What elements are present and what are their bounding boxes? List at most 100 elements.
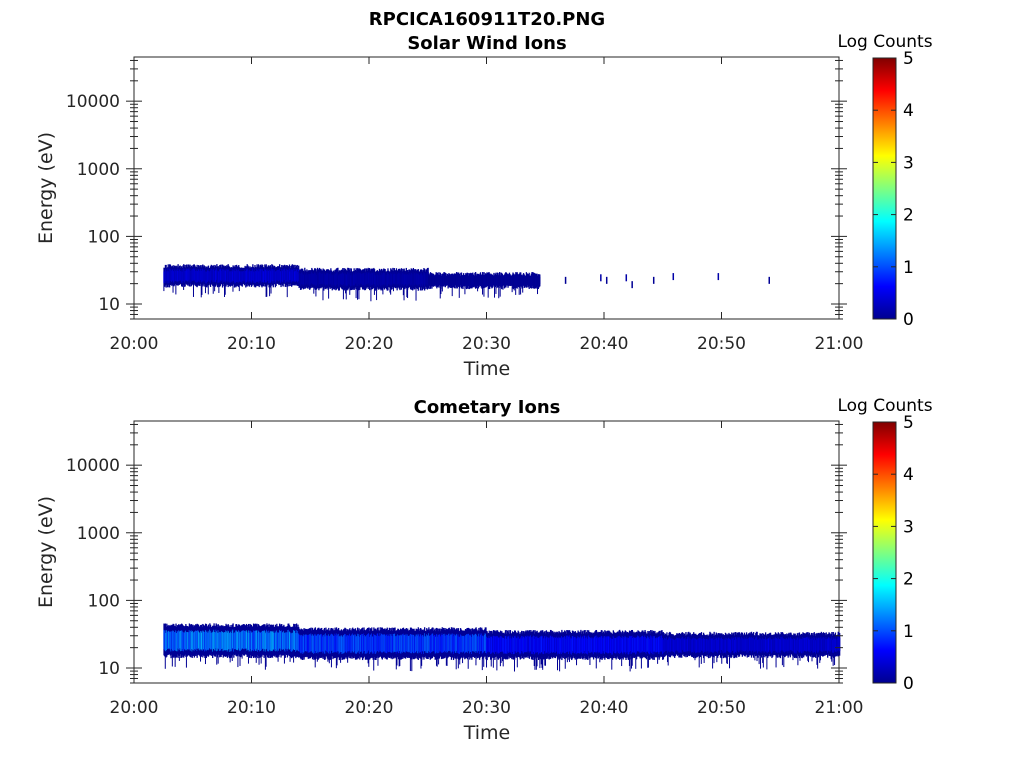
spectrogram-cell <box>466 634 468 652</box>
x-tick-label: 20:00 <box>110 698 159 718</box>
spectrogram-cell <box>539 658 541 669</box>
spectrogram-cell <box>405 271 407 285</box>
spectrogram-cell <box>267 633 270 652</box>
spectrogram-cell <box>182 269 184 282</box>
spectrogram-cell <box>786 639 789 652</box>
spectrogram-cell <box>744 639 746 653</box>
spectrogram-cell <box>373 272 376 285</box>
spectrogram-cell <box>599 657 601 663</box>
spectrogram-cell <box>301 635 303 653</box>
spectrogram-cell <box>350 635 352 652</box>
spectrogram-cell <box>690 639 693 653</box>
spectrogram-cell <box>803 637 805 653</box>
spectrogram-cell <box>212 283 214 294</box>
spectrogram-cell <box>332 634 334 653</box>
spectrogram-cell <box>748 637 751 651</box>
spectrogram-cell <box>184 269 186 283</box>
spectrogram-cell <box>481 635 484 654</box>
spectrogram-cell <box>328 286 330 299</box>
spectrogram-cell <box>661 635 663 652</box>
spectrogram-cell <box>619 635 621 654</box>
spectrogram-cell <box>707 640 710 654</box>
spectrogram-cell <box>332 274 334 285</box>
spectrogram-cell <box>293 630 296 651</box>
spectrogram-cell <box>352 634 355 653</box>
spectrogram-cell <box>736 637 739 651</box>
spectrogram-cell <box>400 272 403 286</box>
spectrogram-cell <box>243 630 246 650</box>
spectrogram-cell <box>604 636 606 654</box>
x-tick-label: 20:20 <box>345 334 394 354</box>
spectrogram-cell <box>678 638 680 653</box>
spectrogram-cell <box>534 276 537 286</box>
spectrogram-cell <box>728 637 730 653</box>
spectrogram-cell <box>426 635 429 653</box>
spectrogram-cell <box>400 634 402 654</box>
spectrogram-cell <box>313 273 315 285</box>
spectrogram-cell <box>291 268 293 282</box>
spectrogram-cell <box>270 286 272 294</box>
spectrogram-cell <box>210 268 212 281</box>
spectrogram-cell <box>215 629 217 649</box>
spectrogram-cell <box>824 639 827 651</box>
spectrogram-cell <box>166 631 169 650</box>
spectrogram-cell <box>308 274 310 286</box>
spectrogram-cell <box>442 634 444 653</box>
spectrogram-cell <box>568 635 571 652</box>
spectrogram-cell <box>178 631 181 651</box>
spectrogram-cell <box>438 634 440 654</box>
spectrogram-cell <box>774 638 776 651</box>
spectrogram-cell <box>784 638 787 653</box>
spectrogram-cell <box>200 270 203 282</box>
spectrogram-cell <box>327 657 329 662</box>
spectrogram-cell <box>233 270 236 284</box>
spectrogram-cell <box>458 275 460 285</box>
spectrogram-cell <box>760 638 762 653</box>
spectrogram-cell <box>240 631 242 651</box>
spectrogram-cell <box>190 269 193 282</box>
spectrogram-cell <box>519 275 521 284</box>
spectrogram-cell <box>832 637 834 653</box>
spectrogram-cell <box>207 269 210 282</box>
spectrogram-cell <box>805 637 808 652</box>
spectrogram-cell <box>580 635 582 653</box>
spectrogram-cell <box>434 276 437 284</box>
spectrogram-cell <box>548 637 550 654</box>
spectrogram-cell <box>260 269 262 283</box>
x-ticks: 20:00 20:10 20:20 20:30 20:40 20:50 21:00 <box>110 57 864 354</box>
spectrogram-cell <box>328 635 331 652</box>
spectrogram-cell <box>234 632 236 649</box>
spectrogram-cell <box>328 656 330 664</box>
spectrogram-cell <box>666 636 668 651</box>
spectrogram <box>163 264 770 302</box>
spectrogram-cell <box>730 639 732 654</box>
spectrogram-cell <box>352 275 354 287</box>
spectrogram-cell <box>834 638 836 651</box>
spectrogram-cell <box>342 635 345 654</box>
spectrogram-cell <box>490 659 492 667</box>
spectrogram-cell <box>309 634 311 653</box>
spectrogram-cell <box>791 638 793 651</box>
spectrogram-cell <box>407 274 410 285</box>
spectrogram-cell <box>255 631 258 651</box>
spectrogram-cell <box>214 270 216 282</box>
spectrogram-cell <box>367 633 369 652</box>
spectrogram-cell <box>410 272 412 286</box>
spectrogram-cell <box>352 633 354 652</box>
spectrogram-cell <box>406 290 408 298</box>
spectrogram-cell <box>492 277 494 284</box>
spectrogram-cell <box>765 639 767 652</box>
spectrogram-cell <box>209 271 211 282</box>
spectrogram-cell <box>260 631 262 651</box>
spectrogram-cell <box>600 637 602 654</box>
spectrogram-cell <box>677 637 679 651</box>
spectrogram-cell <box>525 275 528 285</box>
spectrogram-cell <box>411 634 413 654</box>
spectrogram-cell <box>266 286 268 297</box>
spectrogram-cell <box>465 635 467 653</box>
spectrogram-cell <box>504 275 506 285</box>
spectrogram-cell <box>365 635 367 654</box>
spectrogram-cell <box>828 637 830 652</box>
spectrogram-cell <box>409 274 412 286</box>
spectrogram-cell <box>663 639 665 653</box>
